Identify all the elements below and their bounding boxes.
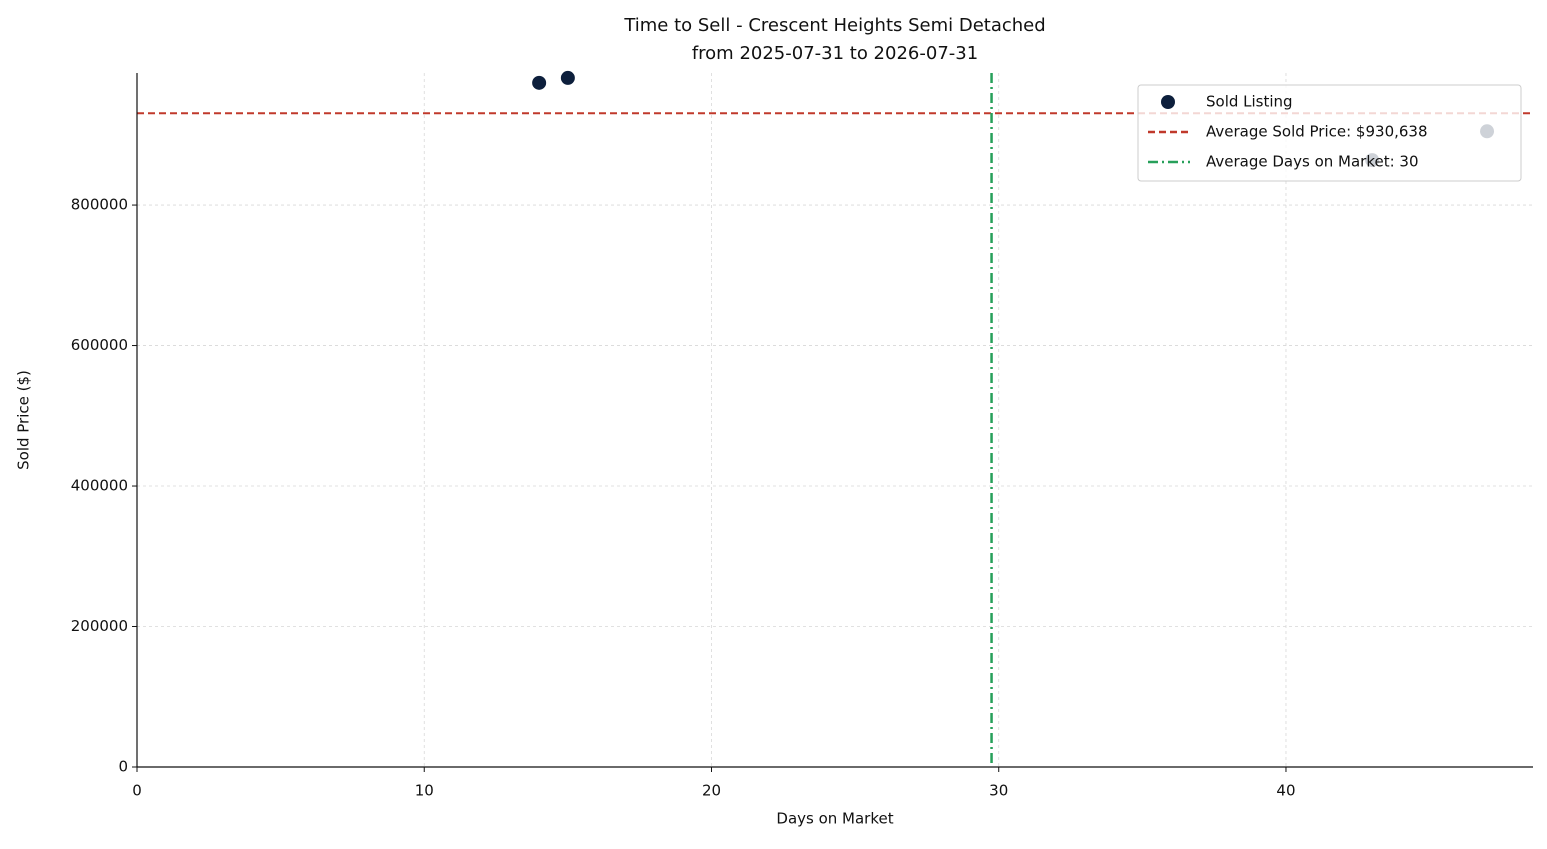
legend-box bbox=[1137, 84, 1522, 182]
y-tick-label: 200000 bbox=[71, 617, 128, 635]
x-tick-label: 10 bbox=[415, 782, 434, 800]
y-tick-label: 600000 bbox=[71, 336, 128, 354]
y-tick-label: 0 bbox=[118, 758, 128, 776]
x-tick-label: 30 bbox=[989, 782, 1008, 800]
point bbox=[560, 70, 575, 85]
legend-label: Sold Listing bbox=[1206, 93, 1293, 111]
chart-title: Time to Sell - Crescent Heights Semi Det… bbox=[623, 15, 1045, 36]
point bbox=[532, 75, 547, 90]
chart-subtitle: from 2025-07-31 to 2026-07-31 bbox=[692, 43, 978, 64]
x-tick-label: 40 bbox=[1276, 782, 1295, 800]
x-tick-label: 0 bbox=[132, 782, 142, 800]
y-axis-label: Sold Price ($) bbox=[15, 370, 33, 470]
y-tick-label: 800000 bbox=[71, 196, 128, 214]
legend-label: Average Days on Market: 30 bbox=[1206, 153, 1419, 171]
legend-marker bbox=[1161, 95, 1175, 109]
legend: Sold Listing Average Sold Price: $930,638… bbox=[1137, 84, 1522, 182]
x-tick-label: 20 bbox=[702, 782, 721, 800]
y-tick-label: 400000 bbox=[71, 477, 128, 495]
x-axis-label: Days on Market bbox=[776, 810, 893, 828]
legend-label: Average Sold Price: $930,638 bbox=[1206, 123, 1428, 141]
